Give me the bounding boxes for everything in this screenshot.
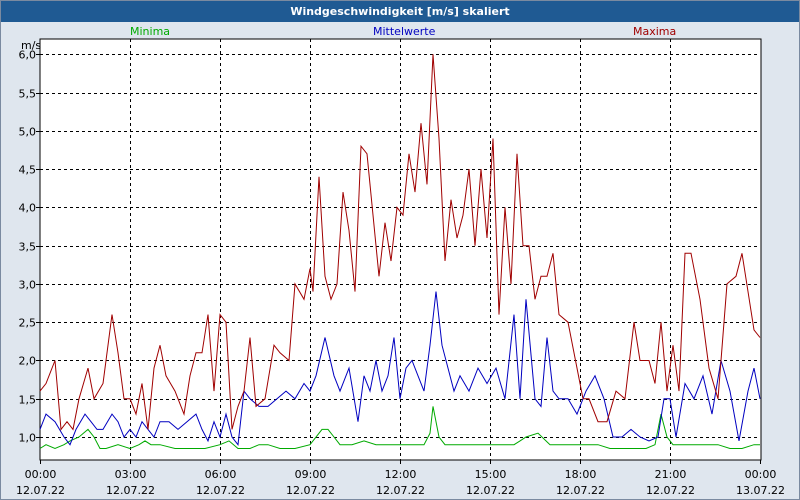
x-tick-date: 12.07.22 <box>106 484 155 497</box>
legend-maxima: Maxima <box>633 25 676 38</box>
y-tick-label: 2,0 <box>19 355 37 368</box>
y-tick-label: 5,5 <box>19 88 37 101</box>
y-tick-label: 4,5 <box>19 164 37 177</box>
x-tick-date: 13.07.22 <box>736 484 785 497</box>
x-tick-time: 09:00 <box>295 468 327 481</box>
legend-minima: Minima <box>130 25 170 38</box>
x-tick-date: 12.07.22 <box>556 484 605 497</box>
y-tick-label: 2,5 <box>19 317 37 330</box>
minima-line <box>39 406 760 450</box>
y-tick-label: 4,0 <box>19 202 37 215</box>
x-tick-time: 21:00 <box>655 468 687 481</box>
x-tick-date: 12.07.22 <box>646 484 695 497</box>
y-tick-label: 3,5 <box>19 241 37 254</box>
x-tick-time: 00:00 <box>745 468 777 481</box>
series-lines <box>39 54 761 450</box>
y-tick-label: 1,0 <box>19 432 37 445</box>
y-tick-label: 5,0 <box>19 126 37 139</box>
x-axis-ticks: 00:00 12.07.22 03:00 12.07.22 06:00 12.07.22 0… <box>16 460 785 497</box>
x-tick-time: 15:00 <box>475 468 507 481</box>
maxima-line <box>39 54 761 431</box>
x-tick-time: 03:00 <box>115 468 147 481</box>
x-tick-time: 18:00 <box>565 468 597 481</box>
x-tick-date: 12.07.22 <box>466 484 515 497</box>
y-tick-label: 6,0 <box>19 49 37 62</box>
y-tick-label: 3,0 <box>19 279 37 292</box>
y-axis-label: m/s <box>21 39 41 52</box>
x-tick-date: 12.07.22 <box>196 484 245 497</box>
x-tick-date: 12.07.22 <box>376 484 425 497</box>
x-tick-date: 12.07.22 <box>286 484 335 497</box>
legend-mittelwerte: Mittelwerte <box>373 25 436 38</box>
y-axis-ticks: 1,0 1,5 2,0 2,5 3,0 3,5 4,0 4,5 5,0 5,5 6,0 <box>19 49 40 445</box>
x-tick-time: 06:00 <box>205 468 237 481</box>
mittelwerte-line <box>39 291 761 446</box>
window-title: Windgeschwindigkeit [m/s] skaliert <box>1 1 799 22</box>
y-tick-label: 1,5 <box>19 394 37 407</box>
x-tick-time: 12:00 <box>385 468 417 481</box>
x-tick-date: 12.07.22 <box>16 484 65 497</box>
x-tick-time: 00:00 <box>25 468 57 481</box>
